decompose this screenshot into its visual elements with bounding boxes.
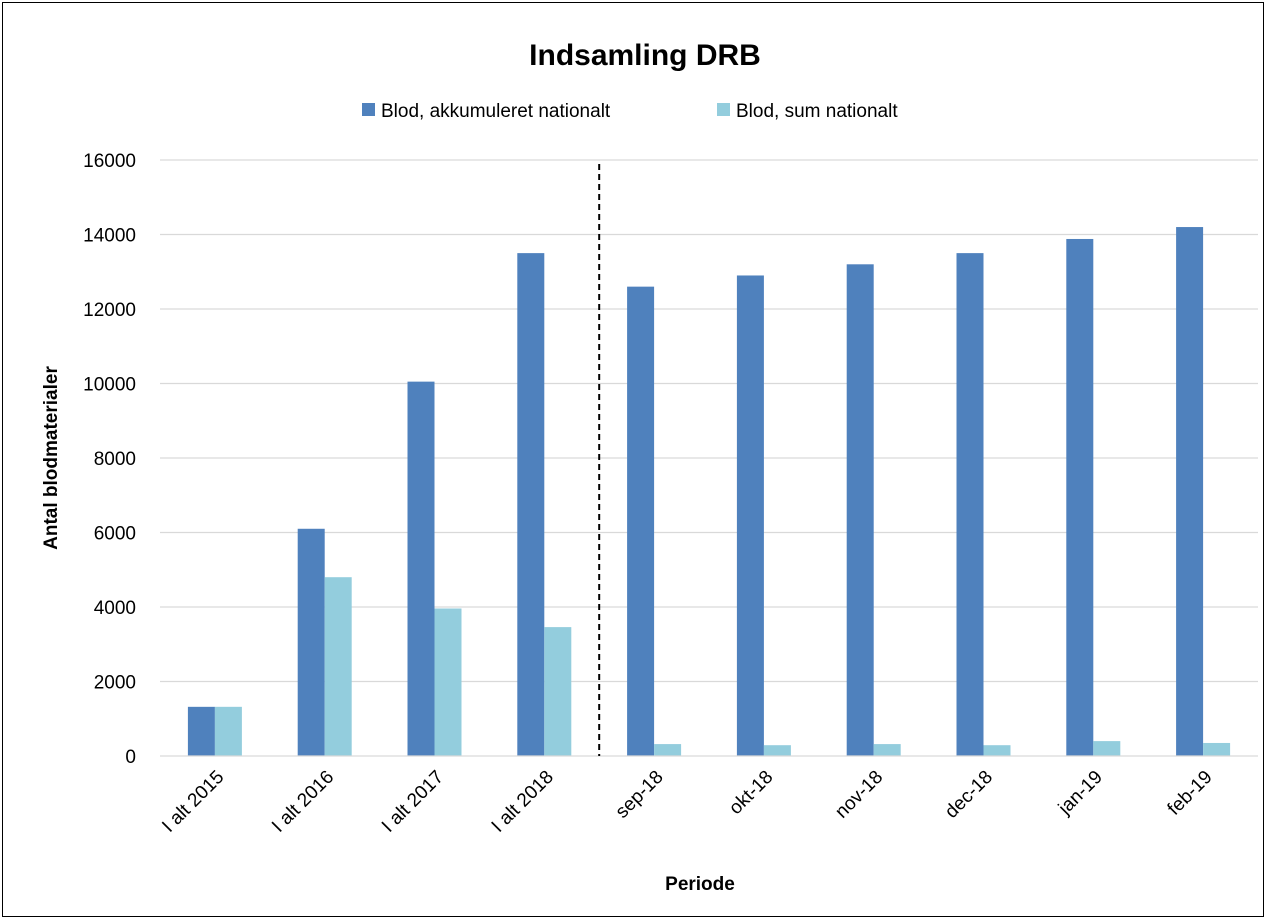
legend-label-series-1: Blod, akkumuleret nationalt bbox=[381, 101, 611, 122]
x-axis-title: Periode bbox=[665, 874, 735, 895]
y-tick-label: 16000 bbox=[83, 151, 136, 172]
x-tick-label: nov-18 bbox=[831, 767, 887, 823]
bar-series-2 bbox=[214, 706, 242, 756]
y-tick-label: 4000 bbox=[94, 598, 136, 619]
bar-series-1 bbox=[517, 253, 545, 756]
x-tick-label: feb-19 bbox=[1164, 767, 1217, 820]
y-tick-label: 12000 bbox=[83, 300, 136, 321]
legend-swatch-series-2 bbox=[717, 103, 730, 116]
x-tick-label: I alt 2015 bbox=[158, 767, 228, 837]
bar-series-1 bbox=[956, 253, 984, 756]
bar-series-2 bbox=[1093, 741, 1121, 756]
bar-series-1 bbox=[846, 264, 874, 756]
bar-series-1 bbox=[1176, 227, 1204, 757]
bar-series-1 bbox=[187, 706, 215, 756]
bar-series-2 bbox=[654, 744, 682, 756]
bar-series-2 bbox=[763, 745, 791, 756]
bar-series-1 bbox=[736, 275, 764, 756]
bar-series-2 bbox=[544, 627, 572, 756]
bar-series-2 bbox=[873, 744, 901, 756]
bar-series-2 bbox=[434, 608, 462, 756]
x-tick-label: sep-18 bbox=[612, 767, 668, 823]
bar-series-1 bbox=[1066, 238, 1094, 757]
y-tick-label: 8000 bbox=[94, 449, 136, 470]
bars bbox=[187, 227, 1231, 757]
y-tick-label: 2000 bbox=[94, 673, 136, 694]
legend-swatch-series-1 bbox=[362, 103, 375, 116]
x-tick-label: dec-18 bbox=[941, 767, 997, 823]
x-tick-label: I alt 2016 bbox=[268, 767, 338, 837]
x-tick-label: okt-18 bbox=[725, 767, 777, 819]
legend-label-series-2: Blod, sum nationalt bbox=[736, 101, 898, 122]
x-tick-label: I alt 2018 bbox=[488, 767, 558, 837]
y-tick-label: 14000 bbox=[83, 226, 136, 247]
legend: Blod, akkumuleret nationalt Blod, sum na… bbox=[362, 101, 898, 122]
bar-series-1 bbox=[627, 286, 655, 756]
bar-series-2 bbox=[983, 745, 1011, 756]
bar-series-2 bbox=[324, 577, 352, 756]
x-axis-tick-labels: I alt 2015 I alt 2016 I alt 2017 I alt 2018… bbox=[158, 767, 1216, 837]
bar-series-1 bbox=[407, 381, 435, 756]
x-tick-label: jan-19 bbox=[1054, 767, 1107, 820]
y-tick-label: 6000 bbox=[94, 524, 136, 545]
bar-series-2 bbox=[1203, 742, 1231, 756]
bar-series-1 bbox=[297, 528, 325, 756]
x-tick-label: I alt 2017 bbox=[378, 767, 448, 837]
y-axis-tick-labels: 0 2000 4000 6000 8000 10000 12000 14000 16000 bbox=[83, 151, 136, 768]
y-axis-title: Antal blodmaterialer bbox=[41, 366, 62, 550]
chart-title: Indsamling DRB bbox=[529, 39, 761, 72]
y-tick-label: 10000 bbox=[83, 375, 136, 396]
y-tick-label: 0 bbox=[125, 747, 136, 768]
